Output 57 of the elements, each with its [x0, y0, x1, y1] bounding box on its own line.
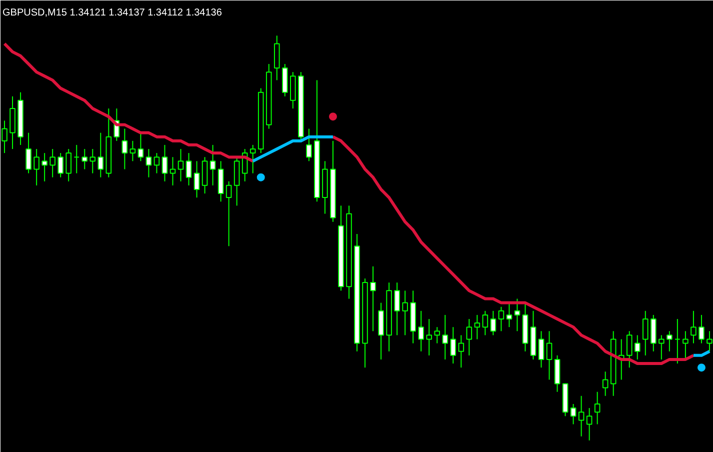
candlestick [586, 408, 592, 441]
candlestick [138, 132, 144, 162]
candlestick [482, 310, 488, 336]
candlestick [226, 180, 232, 247]
candlestick [210, 144, 216, 186]
candlestick [458, 334, 464, 368]
candlestick [546, 330, 552, 380]
candlestick [82, 148, 88, 170]
candlestick [42, 152, 48, 182]
candlestick [634, 334, 640, 360]
candlestick [146, 148, 152, 178]
candlestick [666, 330, 672, 352]
candlestick [74, 144, 80, 174]
candlestick [578, 395, 584, 437]
candlestick [474, 314, 480, 340]
candlestick [50, 148, 56, 178]
candlestick [90, 148, 96, 174]
candlestick [178, 148, 184, 182]
candlestick [306, 128, 312, 162]
candlestick [170, 156, 176, 186]
candlestick [570, 404, 576, 425]
candlestick [34, 148, 40, 186]
candlestick [674, 318, 680, 364]
candlestick [658, 334, 664, 360]
candlestick [626, 330, 632, 368]
candlestick [490, 310, 496, 336]
candlestick [418, 310, 424, 352]
candlestick [642, 310, 648, 356]
candlestick [434, 326, 440, 344]
candlestick [66, 148, 72, 182]
candlestick [402, 290, 408, 336]
candlestick [514, 298, 520, 332]
candlestick [154, 152, 160, 174]
candlestick [122, 128, 128, 170]
candlestick [466, 318, 472, 356]
candlestick [250, 144, 256, 174]
candlestick [58, 152, 64, 178]
candlestick [682, 330, 688, 360]
candlestick [442, 314, 448, 360]
candlestick [426, 318, 432, 356]
candlestick [394, 282, 400, 336]
candlestick [450, 326, 456, 364]
candlestick [690, 310, 696, 344]
candlestick [602, 371, 608, 396]
candlestick [26, 132, 32, 174]
candlestick [506, 302, 512, 328]
candlestick [186, 152, 192, 186]
candlestick [130, 140, 136, 162]
candlestick [698, 314, 704, 344]
candlestick [538, 330, 544, 368]
candlestick [194, 160, 200, 198]
candlestick [98, 132, 104, 178]
candlestick [162, 144, 168, 182]
chart-title: GBPUSD,M15 1.34121 1.34137 1.34112 1.34136 [2, 8, 222, 18]
candlestick [594, 391, 600, 425]
candlestick [370, 266, 376, 332]
candlestick [498, 306, 504, 332]
